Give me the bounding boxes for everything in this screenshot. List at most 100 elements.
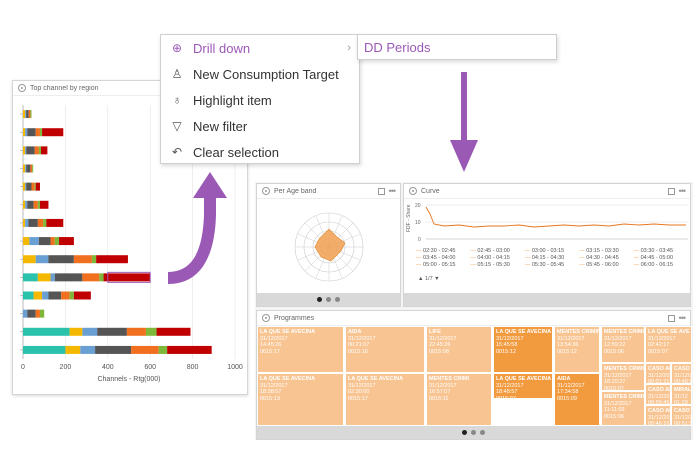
treemap-tile[interactable]: LA QUE SE AVECINA 31/12/2017 14:45:26 0015:… [257, 326, 344, 373]
legend-nav[interactable]: ▲ 1/7 ▼ [418, 276, 440, 282]
treemap-tile[interactable]: MENTES CRIMINALES31/12/201713:54:360015:… [554, 326, 600, 373]
menu-item-highlight-item[interactable]: ♁ Highlight item [161, 87, 359, 113]
legend-item[interactable]: 03:30 - 03:45 [634, 248, 688, 254]
bar-segment-orange[interactable] [34, 146, 39, 155]
bar-segment-yellow[interactable] [23, 218, 26, 227]
legend-item[interactable]: 05:30 - 05:45 [525, 262, 579, 268]
bar-segment-red[interactable] [156, 327, 191, 336]
bar-segment-green[interactable] [158, 345, 168, 354]
legend-item[interactable]: 04:30 - 04:45 [579, 255, 633, 261]
menu-item-new-filter[interactable]: ▽ New filter [161, 113, 359, 139]
bar-segment-orange[interactable] [33, 200, 38, 209]
copy-icon[interactable] [667, 187, 675, 195]
bar-segment-yellow[interactable] [23, 146, 26, 155]
legend-item[interactable]: 03:45 - 04:00 [416, 255, 470, 261]
bar-segment-green[interactable] [38, 146, 42, 155]
bar-segment-orange[interactable] [50, 237, 55, 246]
treemap-tile[interactable]: LIFE 31/12/2017 22:45:26 0015:08 [426, 326, 492, 373]
bar-segment-yellow[interactable] [23, 255, 36, 264]
bar-segment-red[interactable] [42, 128, 64, 137]
pager[interactable] [257, 293, 400, 306]
gear-icon[interactable] [409, 187, 417, 195]
legend-item[interactable]: 05:15 - 05:30 [470, 262, 524, 268]
legend-item[interactable]: 04:45 - 05:00 [634, 255, 688, 261]
treemap-tile[interactable]: MENTES CRIMINALES31/12/201712:59:220015:… [601, 326, 645, 363]
bar-segment-blue[interactable] [25, 200, 28, 209]
bar-segment-orange[interactable] [31, 182, 35, 191]
bar-segment-dark-gray[interactable] [26, 182, 32, 191]
legend-item[interactable]: 05:45 - 06:00 [579, 262, 633, 268]
menu-item-clear-selection[interactable]: ↶ Clear selection [161, 139, 359, 165]
bar-segment-dark-gray[interactable] [27, 309, 36, 318]
bar-segment-orange[interactable] [30, 164, 33, 173]
legend-item[interactable]: 04:15 - 04:30 [525, 255, 579, 261]
bar-segment-green[interactable] [32, 164, 34, 173]
menu-item-drill-down[interactable]: ⊕ Drill down › [161, 35, 359, 61]
bar-segment-orange[interactable] [35, 309, 40, 318]
bar-segment-red[interactable] [73, 291, 91, 300]
bar-segment-blue[interactable] [25, 218, 29, 227]
bar-segment-green[interactable] [91, 255, 97, 264]
bar-segment-orange[interactable] [28, 110, 31, 119]
bar-segment-blue[interactable] [80, 345, 96, 354]
bar-segment-blue[interactable] [25, 146, 27, 155]
bar-segment-dark-gray[interactable] [27, 200, 34, 209]
bar-segment-red[interactable] [39, 200, 49, 209]
bar-segment-blue[interactable] [25, 128, 28, 137]
bar-segment-yellow[interactable] [23, 237, 30, 246]
bar-segment-blue[interactable] [25, 110, 27, 119]
bar-segment-blue[interactable] [23, 309, 28, 318]
bar-segment-dark-gray[interactable] [54, 273, 83, 282]
treemap-tile[interactable]: AIDA 31/12/2017 17:34:58 0015:09 [554, 373, 600, 426]
treemap-tile[interactable]: MENTES CRIMI 31/12/2017 18:20:37 0015:07 [601, 363, 645, 391]
bar-segment-red[interactable] [41, 146, 48, 155]
bar-segment-yellow[interactable] [23, 200, 26, 209]
bar-segment-green[interactable] [54, 237, 60, 246]
bar-segment-dark-gray[interactable] [48, 291, 62, 300]
gear-icon[interactable] [262, 314, 270, 322]
more-icon[interactable]: ••• [678, 313, 687, 323]
bar-segment-orange[interactable] [35, 128, 40, 137]
bar-segment-orange[interactable] [82, 273, 100, 282]
treemap-tile[interactable]: LA QUE SE AVECINA 31/12/2017 18:38:57 0015:… [257, 373, 344, 426]
bar-segment-green[interactable] [145, 327, 157, 336]
bar-segment-dark-gray[interactable] [26, 164, 31, 173]
bar-segment-teal[interactable] [23, 273, 38, 282]
pager[interactable] [257, 426, 690, 439]
bar-segment-green[interactable] [43, 218, 47, 227]
bar-segment-yellow[interactable] [23, 110, 26, 119]
treemap-tile[interactable]: LA QUE SE AVECINA 31/12/2017 02:30:00 0015:… [345, 373, 425, 426]
submenu-dd-periods[interactable]: DD Periods [357, 34, 557, 60]
more-icon[interactable]: ••• [678, 186, 687, 196]
bar-segment-blue[interactable] [50, 273, 55, 282]
bar-segment-teal[interactable] [23, 291, 34, 300]
bar-segment-green[interactable] [37, 200, 40, 209]
bar-segment-dark-gray[interactable] [48, 255, 74, 264]
bar-segment-dark-gray[interactable] [27, 128, 36, 137]
treemap-tile[interactable]: MENTES CRIMI 31/12/2017 16:57:07 0015:11 [426, 373, 492, 426]
gear-icon[interactable] [18, 84, 26, 92]
more-icon[interactable]: ••• [388, 186, 397, 196]
bar-segment-orange[interactable] [126, 327, 146, 336]
bar-segment-teal[interactable] [23, 327, 70, 336]
bar-segment-dark-gray[interactable] [26, 146, 35, 155]
legend-item[interactable]: 02:45 - 03:00 [470, 248, 524, 254]
bar-segment-red[interactable] [96, 255, 128, 264]
bar-segment-yellow[interactable] [23, 128, 26, 137]
bar-segment-red[interactable] [59, 237, 74, 246]
bar-segment-blue[interactable] [25, 182, 27, 191]
bar-segment-blue[interactable] [35, 255, 49, 264]
bar-segment-dark-gray[interactable] [97, 327, 127, 336]
bar-segment-green[interactable] [99, 273, 104, 282]
bar-segment-red[interactable] [35, 182, 40, 191]
bar-segment-orange[interactable] [131, 345, 159, 354]
bar-segment-orange[interactable] [37, 218, 44, 227]
legend-item[interactable]: 02:30 - 02:45 [416, 248, 470, 254]
treemap-tile[interactable]: LA QUE SE AVECINA 31/12/2017 15:45:58 0015:… [493, 326, 553, 373]
bar-segment-green[interactable] [34, 182, 36, 191]
